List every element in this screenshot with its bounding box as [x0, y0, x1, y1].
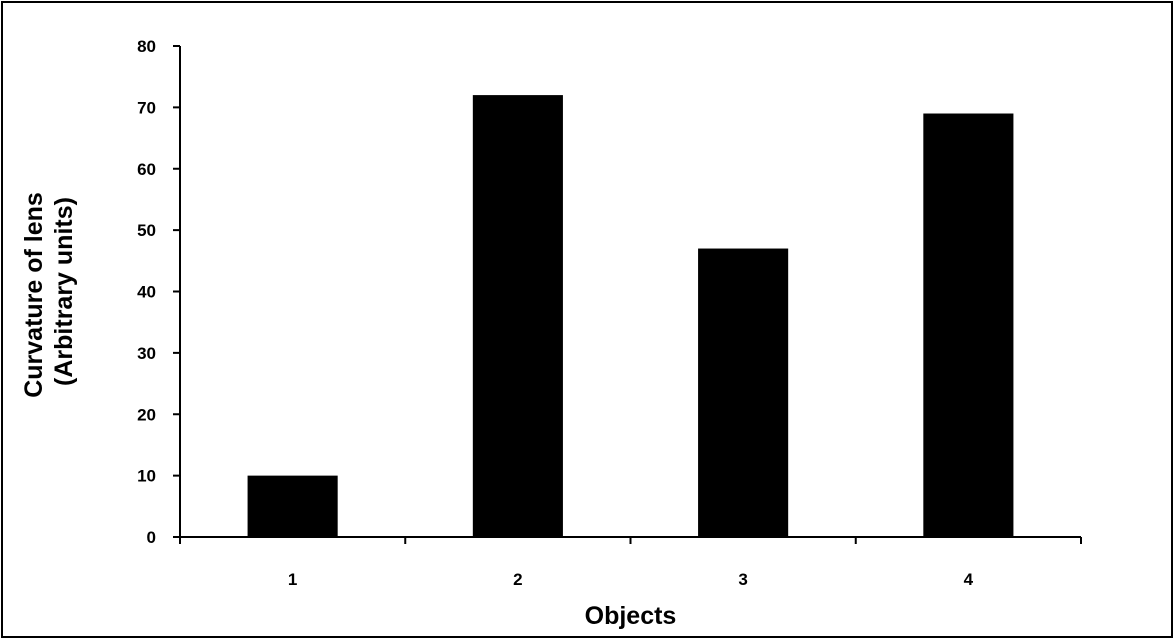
y-axis-title: Curvature of lens (Arbitrary units) [20, 185, 78, 398]
x-tick-label: 3 [738, 570, 747, 589]
y-tick-label: 0 [147, 528, 156, 547]
y-axis-title-line-1: Curvature of lens [20, 192, 48, 398]
y-tick-label: 60 [137, 160, 156, 179]
bars [247, 95, 1014, 537]
bar-1 [247, 475, 338, 537]
y-tick-label: 40 [137, 283, 156, 302]
y-tick-label: 30 [137, 344, 156, 363]
y-axis-title-line-2: (Arbitrary units) [50, 197, 78, 386]
y-tick-label: 50 [137, 221, 156, 240]
y-axis-ticks: 0 10 20 30 40 50 60 70 80 [137, 37, 180, 547]
bar-3 [698, 248, 789, 537]
bar-4 [923, 113, 1014, 537]
x-tick-label: 2 [513, 570, 522, 589]
y-tick-label: 80 [137, 37, 156, 56]
x-tick-label: 1 [288, 570, 297, 589]
y-tick-label: 70 [137, 98, 156, 117]
x-axis-title: Objects [585, 602, 677, 630]
x-axis-ticks: 1 2 3 4 [179, 537, 1082, 589]
y-tick-label: 20 [137, 405, 156, 424]
x-tick-label: 4 [964, 570, 974, 589]
bar-2 [472, 95, 563, 537]
y-tick-label: 10 [137, 467, 156, 486]
